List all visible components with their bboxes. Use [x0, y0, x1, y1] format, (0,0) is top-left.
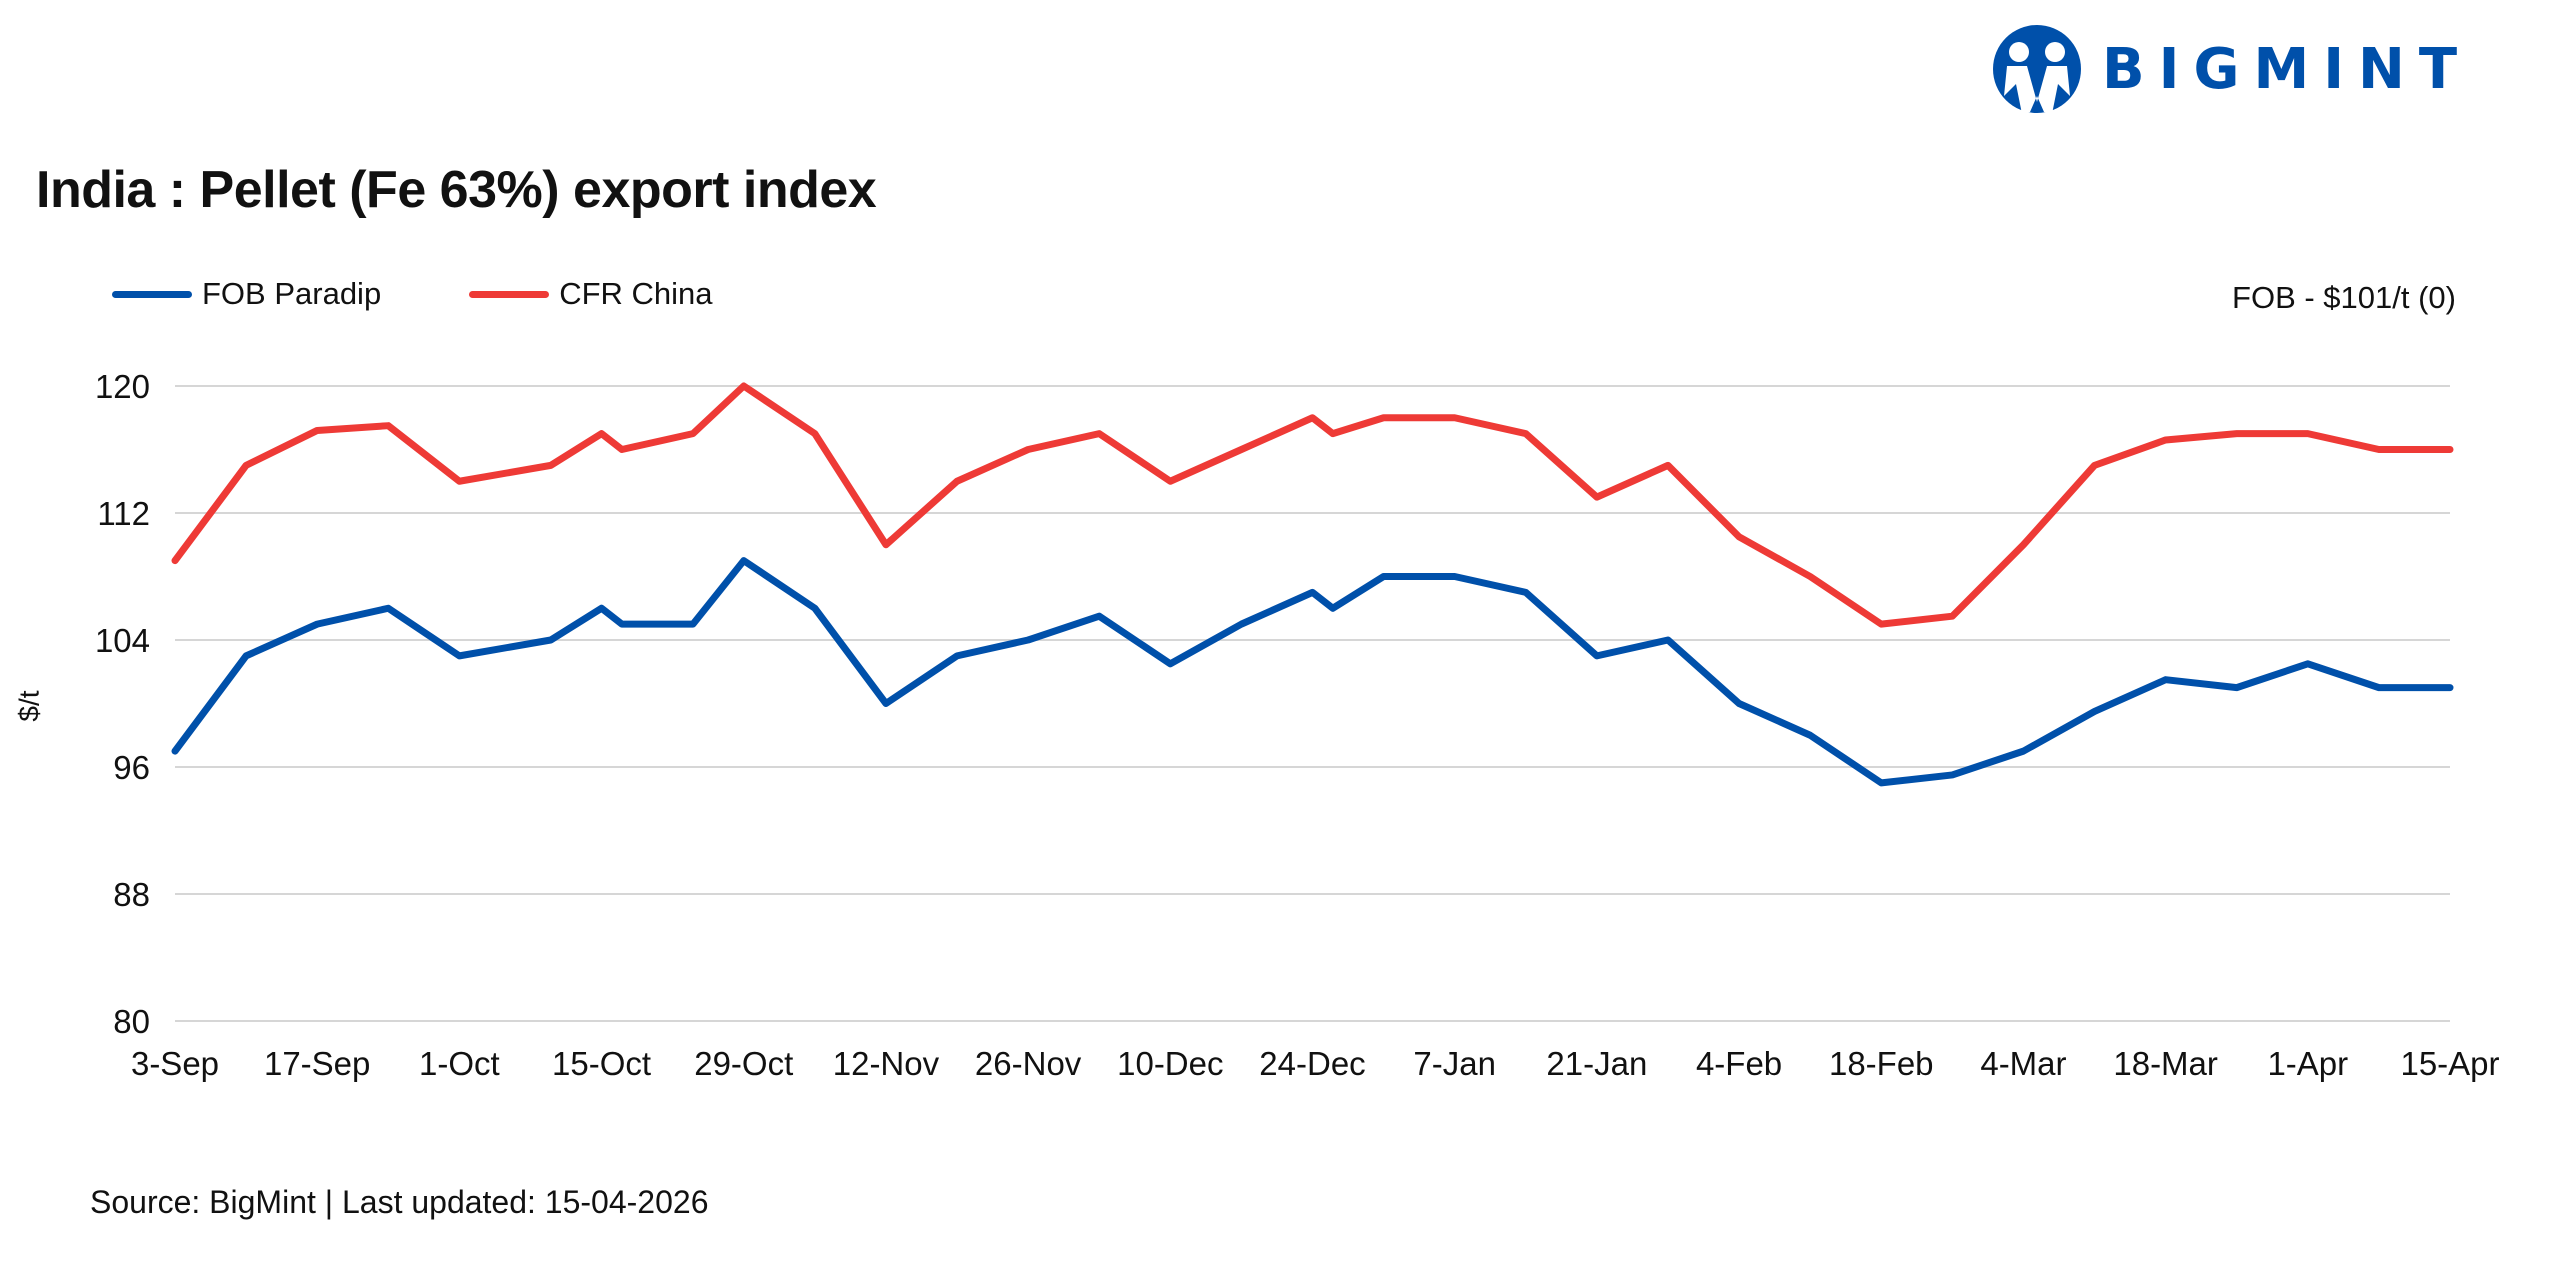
- legend-label-cfr: CFR China: [559, 276, 713, 311]
- logo-text: BIGMINT: [2102, 36, 2472, 102]
- y-tick-label: 112: [97, 495, 150, 532]
- x-tick-label: 17-Sep: [264, 1045, 370, 1082]
- x-tick-label: 12-Nov: [833, 1045, 940, 1082]
- source-note: Source: BigMint | Last updated: 15-04-20…: [90, 1184, 709, 1220]
- series-line-cfr-china: [171, 382, 2454, 628]
- y-tick-label: 96: [113, 749, 150, 786]
- x-tick-label: 21-Jan: [1546, 1045, 1647, 1082]
- y-tick-label: 80: [113, 1003, 150, 1040]
- y-tick-label: 104: [95, 622, 150, 659]
- y-tick-label: 120: [95, 368, 150, 405]
- bigmint-logo-icon: [1993, 25, 2081, 114]
- x-tick-label: 10-Dec: [1117, 1045, 1223, 1082]
- x-tick-label: 26-Nov: [975, 1045, 1082, 1082]
- bigmint-logo: BIGMINT: [1992, 24, 2471, 114]
- x-tick-label: 4-Mar: [1980, 1045, 2066, 1082]
- legend: FOB Paradip CFR China: [112, 276, 713, 312]
- x-tick-label: 15-Apr: [2400, 1045, 2499, 1082]
- legend-item-fob: FOB Paradip: [112, 276, 381, 312]
- x-tick-label: 4-Feb: [1696, 1045, 1782, 1082]
- legend-item-cfr: CFR China: [469, 276, 713, 312]
- x-tick-label: 3-Sep: [131, 1045, 219, 1082]
- fob-note: FOB - $101/t (0): [2232, 280, 2456, 315]
- y-tick-label: 88: [113, 876, 150, 913]
- legend-swatch-cfr: [469, 290, 550, 298]
- line-chart: 80 88 96 104 112 120 3-Sep 17-Sep 1-Oct 15-Oct 29-…: [95, 368, 2500, 1082]
- x-tick-label: 15-Oct: [552, 1045, 651, 1082]
- x-tick-label: 18-Feb: [1829, 1045, 1934, 1082]
- x-tick-label: 7-Jan: [1413, 1045, 1496, 1082]
- x-tick-label: 29-Oct: [694, 1045, 793, 1082]
- x-tick-label: 18-Mar: [2113, 1045, 2218, 1082]
- legend-swatch-fob: [112, 290, 192, 298]
- x-tick-label: 24-Dec: [1259, 1045, 1365, 1082]
- series-line-fob-paradip: [171, 557, 2454, 787]
- legend-label-fob: FOB Paradip: [202, 276, 382, 311]
- x-tick-label: 1-Apr: [2267, 1045, 2348, 1082]
- chart-title: India : Pellet (Fe 63%) export index: [36, 161, 877, 219]
- x-tick-label: 1-Oct: [419, 1045, 500, 1082]
